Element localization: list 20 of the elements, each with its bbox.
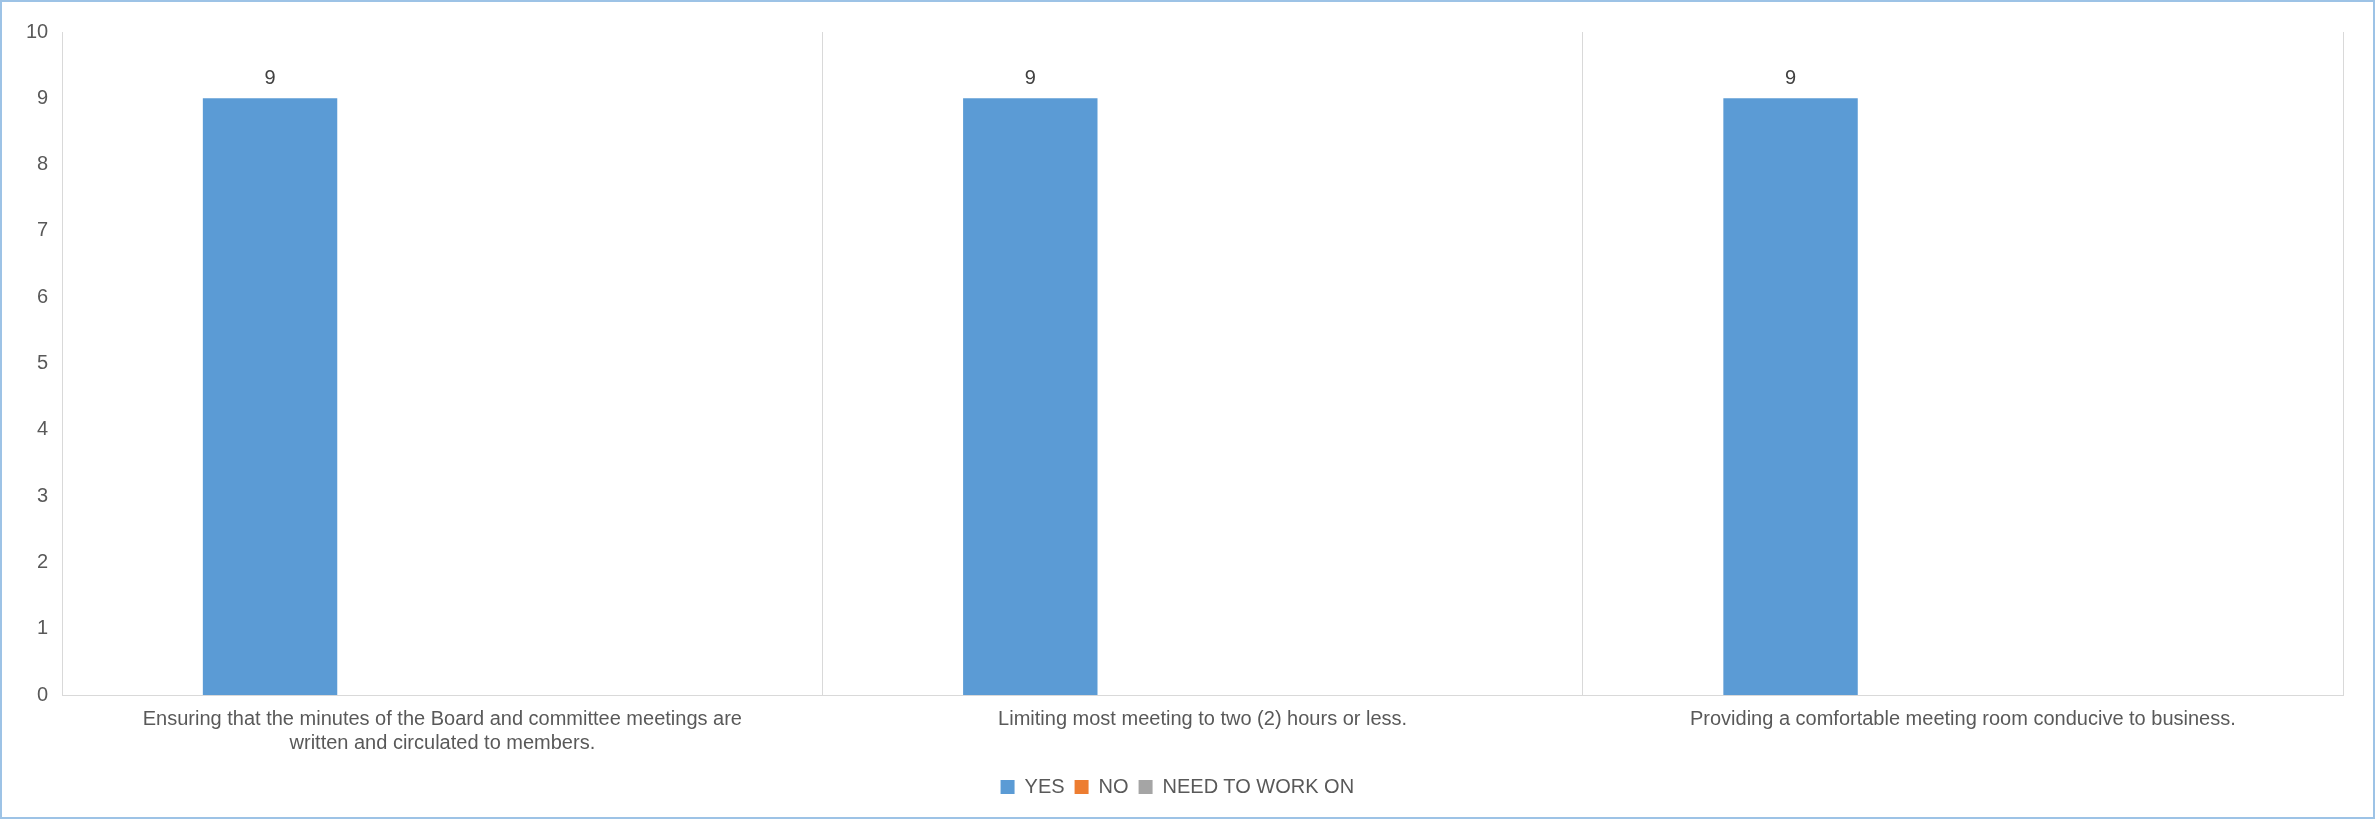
y-tick-label: 6 [37, 284, 49, 307]
legend-label: NO [1098, 774, 1129, 797]
data-label: 9 [1784, 65, 1797, 88]
y-tick-label: 1 [37, 616, 49, 639]
y-tick-label: 10 [26, 19, 49, 42]
y-tick-label: 4 [37, 417, 49, 440]
y-tick-label: 8 [37, 152, 49, 175]
data-label: 9 [264, 65, 276, 88]
x-tick-label: Ensuring that the minutes of the Board and committee meetings are written and circulated to members. [142, 706, 742, 753]
y-tick-label: 9 [37, 85, 49, 108]
y-tick-label: 5 [37, 351, 49, 374]
y-tick-label: 7 [37, 218, 49, 241]
y-tick-label: 0 [37, 682, 49, 705]
x-tick-label: Limiting most meeting to two (2) hours or less. [998, 706, 1408, 729]
data-label: 9 [1024, 65, 1036, 88]
legend-label: YES [1024, 774, 1065, 797]
y-tick-label: 3 [37, 483, 49, 506]
y-tick-label: 2 [37, 549, 49, 572]
legend-label: NEED TO WORK ON [1162, 774, 1355, 797]
x-tick-label: Providing a comfortable meeting room conducive to business. [1689, 706, 2236, 729]
